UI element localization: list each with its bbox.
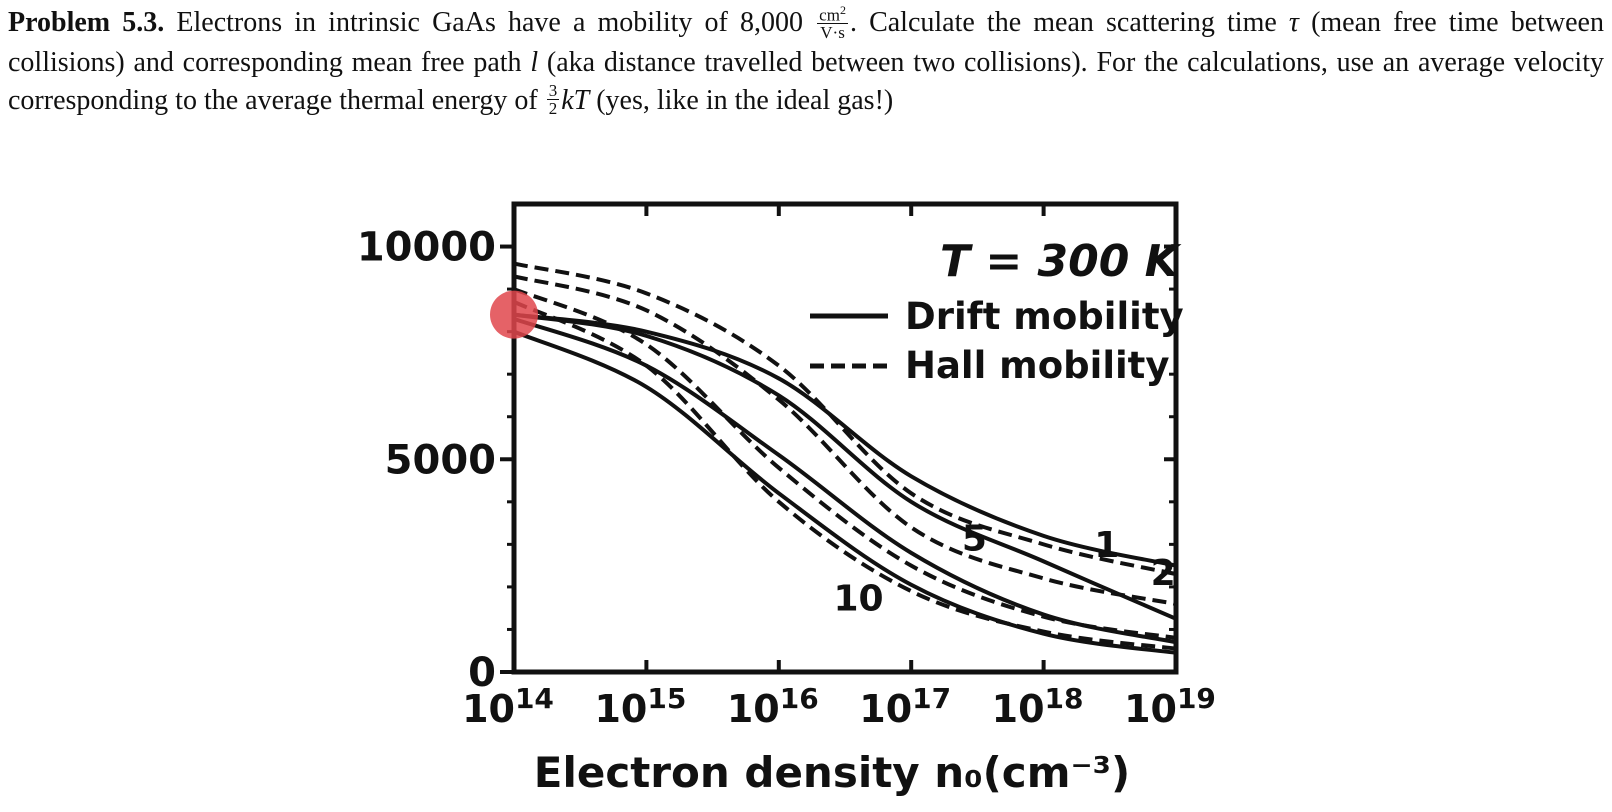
problem-text-2: . Calculate the mean scattering time — [849, 7, 1289, 38]
unit-numerator: cm — [819, 5, 840, 25]
series-solid-curve-1 — [513, 312, 1177, 568]
legend-label-drift: Drift mobility — [905, 295, 1184, 338]
series-solid-curve-10 — [513, 329, 1177, 655]
annotation-temperature: T = 300 K — [940, 236, 1182, 287]
kT-symbol: kT — [561, 84, 590, 116]
series-dashed-curve-5 — [513, 287, 1177, 640]
x-tick-label: 1017 — [859, 682, 951, 731]
curve-label: 2 — [1151, 553, 1176, 594]
highlight-marker — [490, 290, 538, 339]
x-tick-label: 1015 — [594, 682, 686, 731]
plot-area: 1014 1015 1016 1017 1018 1019 0 5000 10000 12 5 10 — [357, 201, 1216, 731]
series-dashed-curve-10 — [513, 300, 1177, 651]
tau-symbol: τ — [1288, 7, 1299, 38]
curve-label: 5 — [962, 519, 987, 560]
problem-label: Problem 5.3. — [8, 7, 165, 38]
unit-fraction: cm2 V·s — [817, 2, 848, 43]
series-dashed-curve-2 — [513, 274, 1177, 606]
legend-label-hall: Hall mobility — [905, 344, 1170, 387]
problem-text-1: Electrons in intrinsic GaAs have a mobil… — [164, 7, 816, 38]
x-tick-label: 1016 — [727, 682, 819, 731]
problem-text-3: (mean free time between collisions) and … — [8, 7, 1604, 79]
y-tick-label: 0 — [468, 650, 496, 696]
series-dashed-curve-1 — [513, 261, 1177, 577]
x-axis-label: Electron density n₀(cm⁻³) — [534, 748, 1130, 797]
x-tick-label: 1019 — [1124, 682, 1216, 731]
ell-symbol: l — [530, 47, 539, 79]
problem-statement: Problem 5.3. Electrons in intrinsic GaAs… — [8, 2, 1604, 120]
curve-label: 10 — [833, 578, 883, 619]
plot-frame — [511, 201, 1179, 675]
frac-denominator: 2 — [548, 98, 558, 118]
x-tick-label: 1018 — [992, 682, 1084, 731]
curve-label: 1 — [1094, 525, 1119, 566]
problem-text-4: (aka distance travelled between two coll… — [8, 47, 1604, 116]
problem-text-5: (yes, like in the ideal gas!) — [589, 84, 894, 116]
series-solid-curve-2 — [513, 312, 1177, 621]
unit-numerator-exponent: 2 — [839, 2, 846, 17]
y-tick-label: 5000 — [385, 437, 496, 483]
frac-numerator: 3 — [546, 80, 560, 100]
y-tick-label: 10000 — [357, 225, 496, 271]
unit-denominator: V·s — [820, 23, 845, 43]
x-tick-label: 1014 — [462, 682, 554, 731]
